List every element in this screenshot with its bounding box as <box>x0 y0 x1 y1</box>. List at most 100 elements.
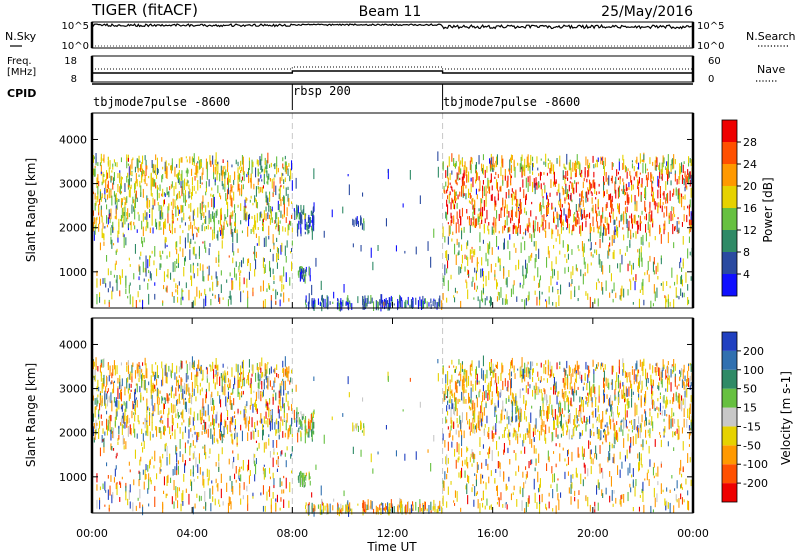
data-cell <box>210 160 212 167</box>
data-cell <box>448 225 450 237</box>
data-cell <box>571 279 573 284</box>
data-cell <box>459 380 461 387</box>
data-cell <box>450 425 452 431</box>
data-cell <box>582 181 584 189</box>
data-cell <box>185 156 187 159</box>
data-cell <box>548 501 550 509</box>
data-cell <box>510 384 512 396</box>
data-cell <box>558 295 560 306</box>
data-cell <box>482 370 484 381</box>
data-cell <box>517 199 519 208</box>
data-cell <box>467 216 469 220</box>
data-cell <box>232 280 234 290</box>
data-cell <box>227 416 229 420</box>
data-cell <box>136 179 138 187</box>
data-cell <box>622 227 624 230</box>
data-cell <box>190 428 192 432</box>
data-cell <box>283 403 285 407</box>
data-cell <box>226 403 228 411</box>
data-cell <box>521 500 523 511</box>
data-cell <box>268 434 270 438</box>
data-cell <box>535 448 537 454</box>
data-cell <box>538 282 540 288</box>
data-cell <box>567 194 569 200</box>
data-cell <box>666 299 668 303</box>
data-cell <box>492 222 494 226</box>
data-cell <box>557 189 559 192</box>
data-cell <box>173 185 175 196</box>
data-cell <box>607 177 609 180</box>
data-cell <box>218 423 220 427</box>
data-cell <box>173 278 175 282</box>
data-cell <box>567 425 569 433</box>
data-cell <box>171 432 173 436</box>
data-cell <box>585 423 587 432</box>
data-cell <box>269 178 271 182</box>
data-cell <box>475 170 477 182</box>
power-colorbar-swatch <box>722 186 737 208</box>
data-cell <box>120 176 122 186</box>
data-cell <box>536 182 538 190</box>
data-cell <box>198 456 200 464</box>
data-cell <box>116 365 118 375</box>
data-cell <box>134 193 136 203</box>
data-cell <box>454 397 456 405</box>
data-cell <box>169 431 171 435</box>
data-cell <box>281 172 283 182</box>
data-cell <box>142 155 144 165</box>
data-cell <box>238 269 240 273</box>
data-cell <box>482 180 484 185</box>
data-cell <box>263 177 265 183</box>
data-cell <box>512 191 514 194</box>
data-cell <box>119 392 121 399</box>
data-cell <box>445 211 447 219</box>
data-cell <box>93 437 95 443</box>
data-cell <box>488 180 490 187</box>
data-cell <box>650 172 652 182</box>
data-cell <box>479 418 481 426</box>
data-cell <box>636 171 638 178</box>
data-cell <box>455 179 457 184</box>
data-cell <box>495 373 497 383</box>
data-cell <box>107 268 109 276</box>
data-cell <box>436 302 438 310</box>
data-cell <box>210 365 212 372</box>
data-cell <box>193 185 195 191</box>
data-cell <box>151 394 153 406</box>
data-cell <box>223 221 225 230</box>
data-cell <box>357 220 359 227</box>
data-cell <box>470 373 472 377</box>
data-cell <box>227 299 229 307</box>
data-cell <box>212 211 214 219</box>
data-cell <box>461 264 463 269</box>
data-cell <box>134 199 136 208</box>
data-cell <box>687 176 689 184</box>
data-cell <box>534 390 536 394</box>
data-cell <box>465 485 467 490</box>
data-cell <box>447 280 449 292</box>
data-cell <box>539 275 541 281</box>
data-cell <box>257 389 259 399</box>
data-cell <box>606 189 608 194</box>
data-cell <box>598 414 600 423</box>
data-cell <box>640 194 642 202</box>
data-cell <box>225 420 227 427</box>
data-cell <box>455 382 457 393</box>
data-cell <box>596 213 598 217</box>
data-cell <box>432 300 434 307</box>
data-cell <box>458 430 460 438</box>
data-cell <box>120 418 122 426</box>
data-cell <box>564 471 566 480</box>
data-cell <box>587 374 589 383</box>
data-cell <box>196 432 198 436</box>
data-cell <box>204 421 206 432</box>
data-cell <box>151 413 153 424</box>
data-cell <box>466 370 468 379</box>
data-cell <box>684 186 686 192</box>
data-cell <box>120 391 122 402</box>
data-cell <box>250 397 252 406</box>
data-cell <box>515 225 517 234</box>
data-cell <box>277 428 279 433</box>
data-cell <box>171 181 173 188</box>
data-cell <box>519 407 521 413</box>
